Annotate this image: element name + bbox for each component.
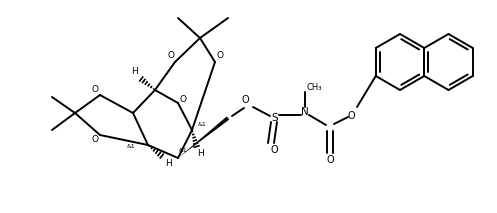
Text: H: H <box>197 148 203 157</box>
Text: O: O <box>217 52 224 60</box>
Text: O: O <box>270 145 278 155</box>
Text: O: O <box>347 111 355 121</box>
Text: S: S <box>272 113 278 123</box>
Text: &1: &1 <box>198 122 206 128</box>
Text: O: O <box>326 155 334 165</box>
Text: &1: &1 <box>127 144 135 150</box>
Text: O: O <box>167 52 174 60</box>
Text: O: O <box>241 95 249 105</box>
Text: O: O <box>179 95 186 105</box>
Text: H: H <box>165 158 171 167</box>
Text: CH₃: CH₃ <box>306 82 322 92</box>
Text: O: O <box>91 85 98 94</box>
Text: O: O <box>91 135 98 144</box>
Text: H: H <box>132 68 138 76</box>
Text: &1: &1 <box>178 148 187 154</box>
Polygon shape <box>178 117 229 158</box>
Text: N: N <box>301 107 309 117</box>
